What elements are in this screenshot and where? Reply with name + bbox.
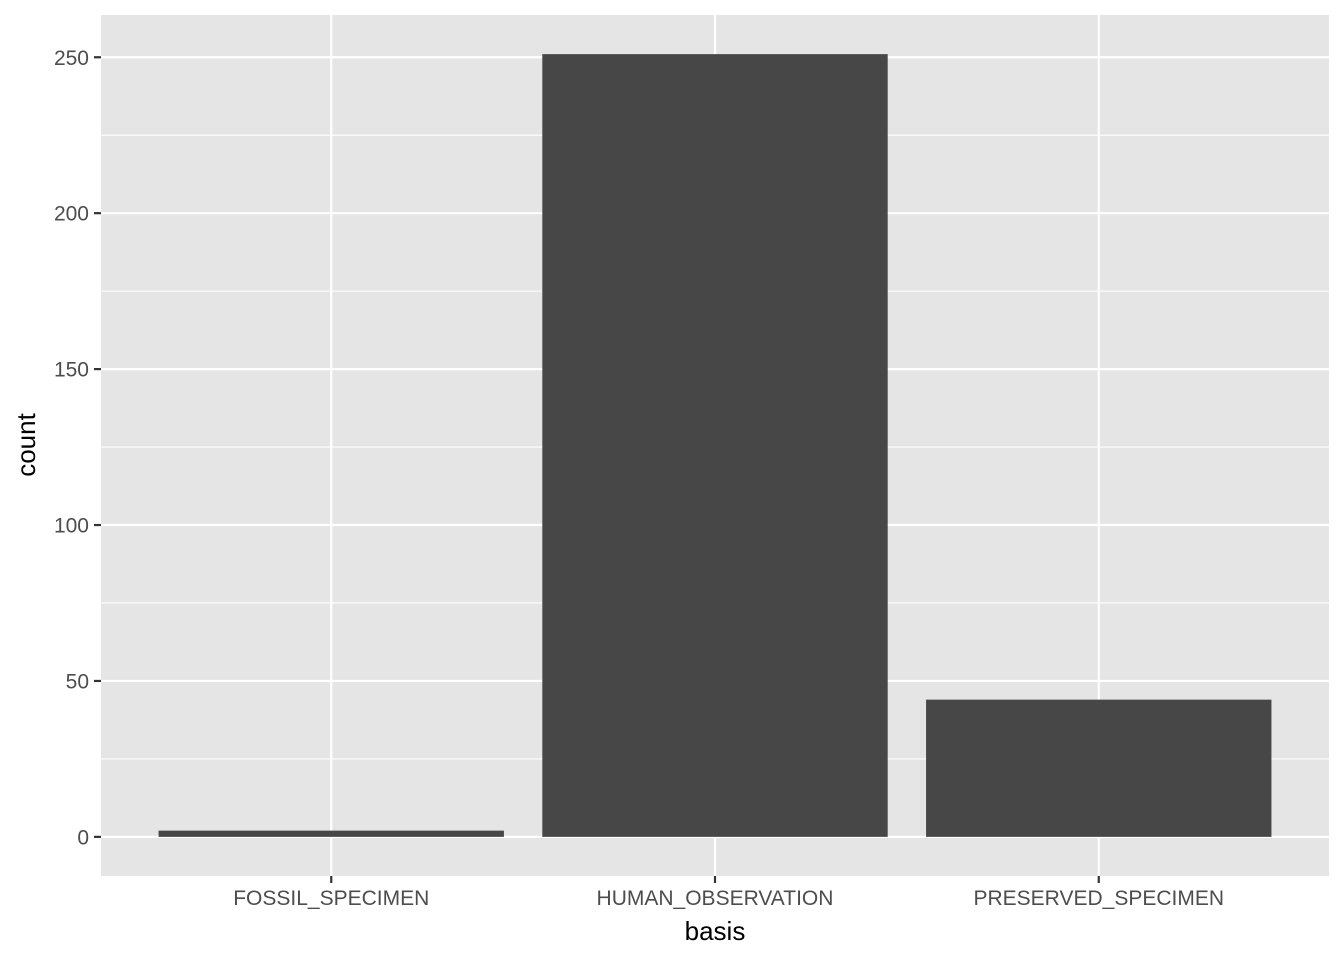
- x-tick-label: FOSSIL_SPECIMEN: [233, 887, 429, 910]
- bar-fossil-specimen: [158, 830, 504, 837]
- x-axis-title: basis: [685, 916, 746, 946]
- y-tick-label: 50: [66, 670, 89, 693]
- y-tick-label: 100: [54, 515, 89, 538]
- y-tick-label: 200: [54, 203, 89, 226]
- bar-human-observation: [542, 54, 888, 837]
- bars: [158, 54, 1272, 837]
- x-tick-label: PRESERVED_SPECIMEN: [973, 887, 1224, 910]
- x-tick-label: HUMAN_OBSERVATION: [597, 887, 834, 910]
- x-axis-ticks: FOSSIL_SPECIMEN HUMAN_OBSERVATION PRESERVE…: [233, 876, 1224, 910]
- y-axis-title: count: [11, 412, 41, 476]
- y-tick-label: 250: [54, 47, 89, 70]
- bar-preserved-specimen: [926, 699, 1272, 837]
- y-tick-label: 0: [77, 826, 89, 849]
- y-tick-label: 150: [54, 359, 89, 382]
- y-axis-ticks: 0 50 100 150 200 250: [54, 47, 101, 849]
